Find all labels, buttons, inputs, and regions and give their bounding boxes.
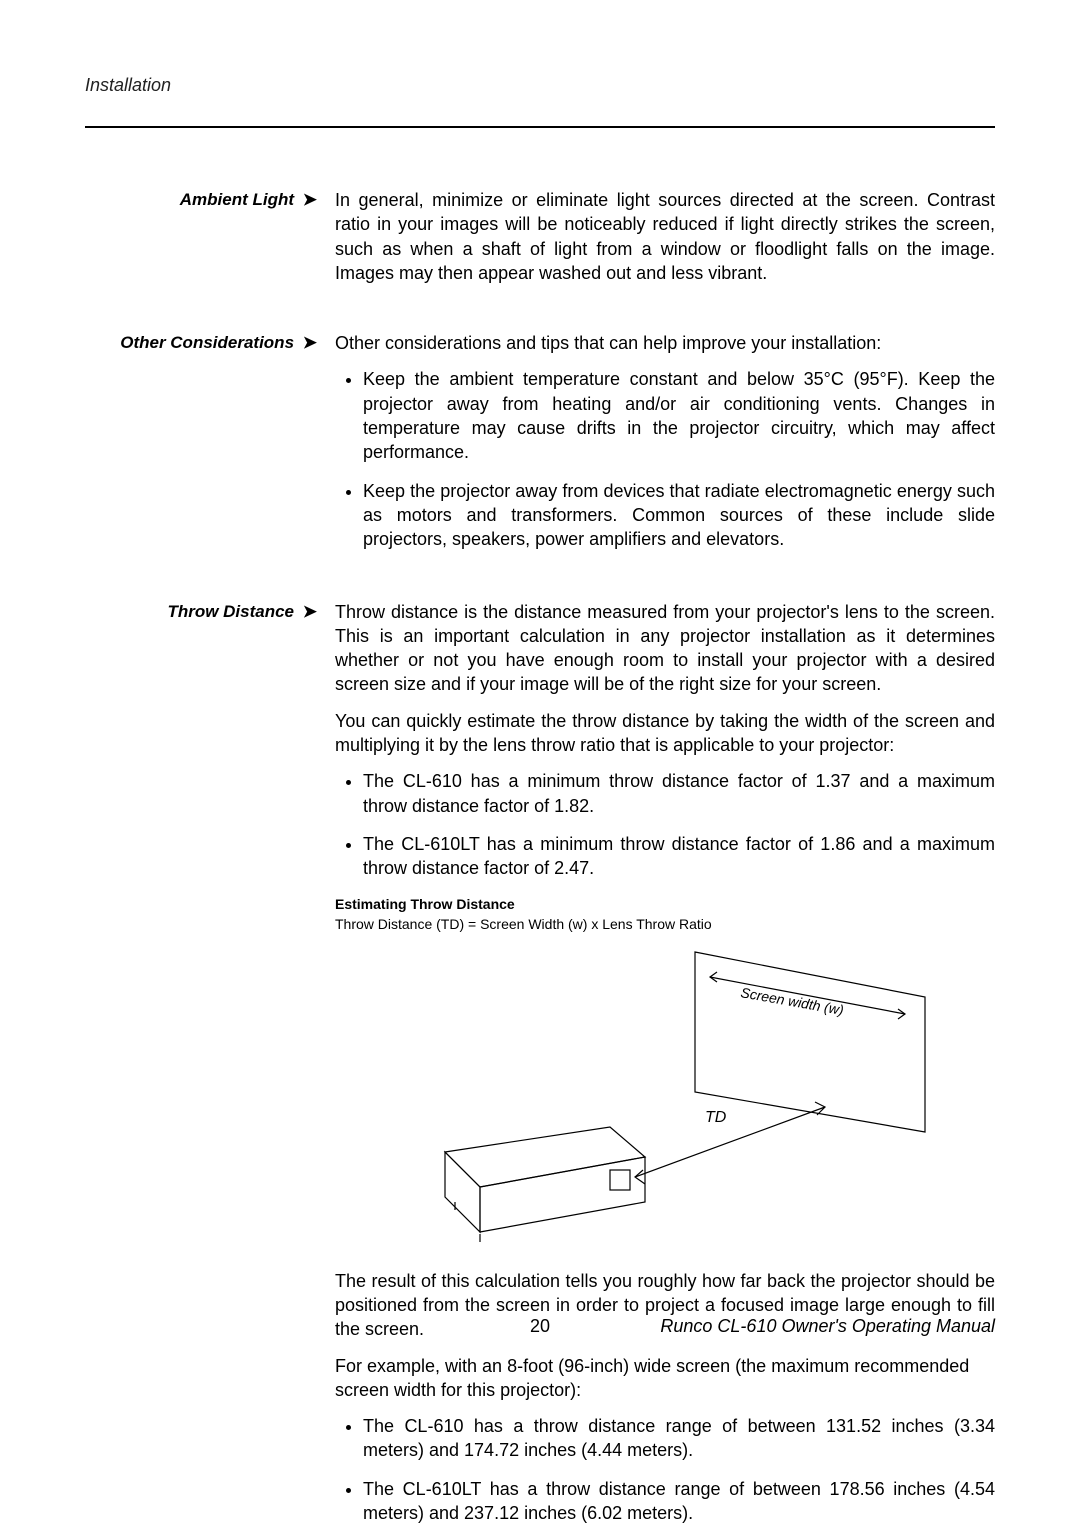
ambient-light-paragraph: In general, minimize or eliminate light … — [335, 188, 995, 285]
list-item: The CL-610 has a throw distance range of… — [363, 1414, 995, 1463]
list-item: The CL-610LT has a minimum throw distanc… — [363, 832, 995, 881]
throw-distance-p2: You can quickly estimate the throw dista… — [335, 709, 995, 758]
list-item: Keep the ambient temperature constant an… — [363, 367, 995, 464]
section-throw-distance: Throw Distance ➤ Throw distance is the d… — [85, 600, 995, 1539]
list-item: The CL-610LT has a throw distance range … — [363, 1477, 995, 1526]
throw-distance-label: Throw Distance — [167, 602, 294, 621]
page-footer: 20 Runco CL-610 Owner's Operating Manual — [85, 1316, 995, 1337]
throw-distance-diagram-icon: Screen width (w) TD — [385, 942, 945, 1242]
ambient-light-content: In general, minimize or eliminate light … — [335, 188, 995, 297]
throw-distance-content: Throw distance is the distance measured … — [335, 600, 995, 1539]
page: Installation Ambient Light ➤ In general,… — [0, 0, 1080, 1397]
throw-diagram-block: Estimating Throw Distance Throw Distance… — [335, 895, 995, 1249]
arrow-icon: ➤ — [298, 333, 317, 352]
section-other-considerations: Other Considerations ➤ Other considerati… — [85, 331, 995, 565]
throw-diagram-svg: Screen width (w) TD — [335, 942, 995, 1248]
throw-distance-list2: The CL-610 has a throw distance range of… — [335, 1414, 995, 1525]
side-label-throw-distance: Throw Distance ➤ — [85, 600, 335, 1539]
section-ambient-light: Ambient Light ➤ In general, minimize or … — [85, 188, 995, 297]
diagram-formula: Throw Distance (TD) = Screen Width (w) x… — [335, 915, 995, 934]
list-item: Keep the projector away from devices tha… — [363, 479, 995, 552]
screen-width-label: Screen width (w) — [739, 985, 844, 1019]
other-considerations-label: Other Considerations — [120, 333, 294, 352]
throw-distance-list1: The CL-610 has a minimum throw distance … — [335, 769, 995, 880]
td-label: TD — [705, 1109, 727, 1126]
arrow-icon: ➤ — [298, 190, 317, 209]
document-title: Runco CL-610 Owner's Operating Manual — [660, 1316, 995, 1337]
other-considerations-content: Other considerations and tips that can h… — [335, 331, 995, 565]
header-rule — [85, 126, 995, 128]
other-considerations-list: Keep the ambient temperature constant an… — [335, 367, 995, 551]
ambient-light-label: Ambient Light — [180, 190, 294, 209]
side-label-ambient-light: Ambient Light ➤ — [85, 188, 335, 297]
side-label-other-considerations: Other Considerations ➤ — [85, 331, 335, 565]
diagram-title: Estimating Throw Distance — [335, 895, 995, 914]
other-considerations-intro: Other considerations and tips that can h… — [335, 331, 995, 355]
throw-distance-p4: For example, with an 8-foot (96-inch) wi… — [335, 1354, 995, 1403]
throw-distance-p1: Throw distance is the distance measured … — [335, 600, 995, 697]
header-section: Installation — [85, 75, 995, 96]
list-item: The CL-610 has a minimum throw distance … — [363, 769, 995, 818]
page-number: 20 — [530, 1316, 550, 1337]
arrow-icon: ➤ — [298, 602, 317, 621]
